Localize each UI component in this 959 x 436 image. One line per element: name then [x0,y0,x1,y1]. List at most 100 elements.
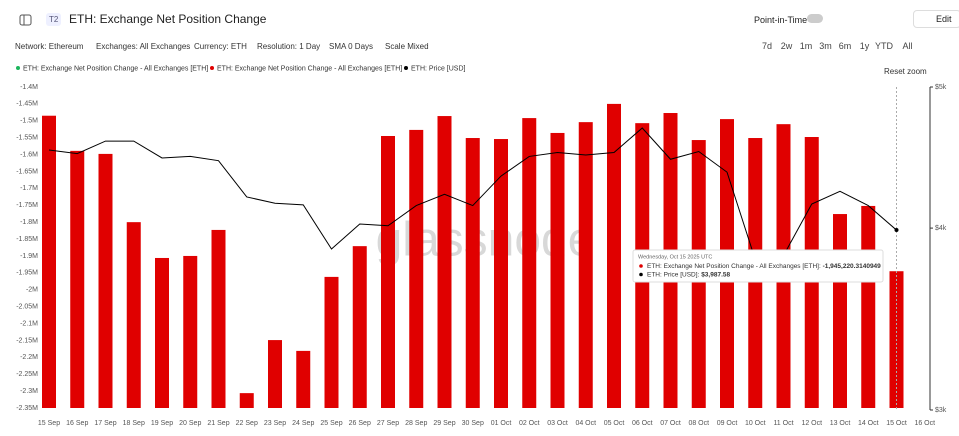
x-tick-label: 15 Oct [886,420,907,427]
tooltip-value: $3,987.58 [701,271,730,278]
range-button[interactable]: All [902,41,913,51]
x-tick-label: 17 Sep [94,420,116,427]
bar [155,257,169,408]
bar [833,214,847,408]
x-tick-label: 10 Oct [745,420,766,427]
filter-dropdown[interactable]: Exchanges: All Exchanges [96,42,191,51]
reset-zoom[interactable]: Reset zoom [884,67,927,76]
x-tick-label: 18 Sep [123,420,145,427]
edit-button[interactable]: Edit [913,10,959,28]
x-tick-label: 12 Oct [801,420,822,427]
bar [861,205,876,408]
bar [42,115,56,408]
x-tick-label: 02 Oct [519,420,540,427]
x-tick-label: 20 Sep [179,420,201,427]
range-button[interactable]: 2w [780,41,793,51]
filter-dropdown[interactable]: Scale Mixed [385,42,429,51]
x-tick-label: 29 Sep [433,420,455,427]
tooltip-marker [639,272,643,277]
y-tick-label: -2.25M [16,371,38,378]
bar [268,340,282,408]
y-tick-label: -1.95M [16,270,38,277]
bar [381,135,395,408]
tooltip-date: Wednesday, Oct 15 2025 UTC [638,254,712,260]
bar [70,150,85,408]
x-tick-label: 06 Oct [632,420,653,427]
x-tick-label: 03 Oct [547,420,568,427]
title: ETH: Exchange Net Position Change [69,12,267,26]
y-tick-label: -1.9M [20,253,38,260]
bar [183,255,198,408]
y-tick-label: -1.5M [20,118,38,125]
tooltip-row: ETH: Exchange Net Position Change - All … [647,263,881,270]
tooltip-marker [639,264,643,268]
range-button[interactable]: 3m [819,41,832,51]
hover-point [894,228,899,233]
badge: T2 [46,13,62,26]
x-tick-label: 28 Sep [405,420,427,427]
bar [352,246,367,408]
filter-dropdown[interactable]: Resolution: 1 Day [257,42,321,51]
x-tick-label: 07 Oct [660,420,681,427]
filter-dropdown[interactable]: SMA 0 Days [329,42,374,51]
x-tick-label: 16 Sep [66,420,88,427]
x-tick-label: 05 Oct [604,420,625,427]
x-tick-label: 25 Sep [320,420,342,427]
bar [494,139,508,409]
legend-marker [210,66,214,70]
bar [296,350,311,408]
y-tick-label: -1.75M [16,202,38,209]
y-tick-label: -2.1M [20,320,38,327]
y2-tick-label: $5k [935,84,947,91]
x-tick-label: 08 Oct [688,420,709,427]
y2-tick-label: $4k [935,225,947,232]
y2-tick-label: $3k [935,407,947,414]
x-tick-label: 14 Oct [858,420,879,427]
y-tick-label: -2.2M [20,354,38,361]
tooltip-value: -1,945,220.3140949 [823,263,882,270]
tooltip-label: ETH: Price [USD]: [647,271,701,278]
y-tick-label: -1.65M [16,168,38,175]
sidebar-icon[interactable] [19,13,33,27]
y-tick-label: -2.15M [16,337,38,344]
x-tick-label: 01 Oct [491,420,512,427]
x-tick-label: 26 Sep [349,420,371,427]
x-tick-label: 24 Sep [292,420,314,427]
x-tick-label: 23 Sep [264,420,286,427]
legend-marker [16,66,20,70]
x-tick-label: 19 Sep [151,420,173,427]
x-tick-label: 30 Sep [462,420,484,427]
tooltip: Wednesday, Oct 15 2025 UTC ETH: Exchange … [632,249,884,283]
x-tick-label: 13 Oct [830,420,851,427]
x-tick-label: 04 Oct [575,420,596,427]
bar [607,103,621,408]
bar [578,122,593,408]
range-button[interactable]: 6m [838,41,852,51]
y-tick-label: -2.35M [16,405,38,412]
tooltip-box [632,249,884,283]
bar [324,276,339,408]
filter-dropdown[interactable]: Network: Ethereum [15,42,84,51]
bar [211,229,226,408]
range-button[interactable]: 1m [799,41,813,51]
bar [409,129,424,408]
filter-dropdown[interactable]: Currency: ETH [194,42,247,51]
x-tick-label: 15 Sep [38,420,60,427]
y-tick-label: -1.55M [16,135,38,142]
toggle[interactable] [807,14,823,23]
y-tick-label: -1.85M [16,236,38,243]
y-tick-label: -2M [26,287,38,294]
y-tick-label: -1.4M [20,84,38,91]
x-tick-label: 11 Oct [773,420,793,427]
range-button[interactable]: YTD [875,41,893,51]
bar [126,222,141,408]
x-tick-label: 16 Oct [914,420,935,427]
legend-label: ETH: Exchange Net Position Change - All … [217,65,402,72]
point-in-time[interactable]: Point-in-Time [754,15,808,25]
tooltip-label: ETH: Exchange Net Position Change - All … [647,263,823,270]
range-button[interactable]: 7d [761,41,772,51]
range-button[interactable]: 1y [859,41,870,51]
y-tick-label: -2.05M [16,303,38,310]
legend-label: ETH: Exchange Net Position Change - All … [23,65,208,72]
